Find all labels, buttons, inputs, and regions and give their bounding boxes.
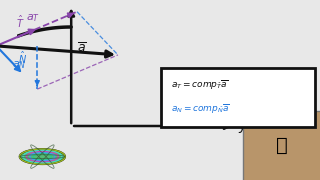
FancyBboxPatch shape (161, 68, 316, 127)
Text: $a_T = comp_{\hat{T}}\overline{a}$: $a_T = comp_{\hat{T}}\overline{a}$ (171, 79, 228, 93)
Text: $\hat{T}$: $\hat{T}$ (16, 14, 24, 30)
Ellipse shape (20, 149, 65, 164)
Text: $a_N$: $a_N$ (12, 60, 26, 71)
Text: $a_N = comp_{\hat{N}}\overline{a}$: $a_N = comp_{\hat{N}}\overline{a}$ (171, 103, 230, 116)
Text: $\hat{N}$: $\hat{N}$ (19, 50, 28, 66)
FancyBboxPatch shape (243, 111, 320, 180)
Text: $y$: $y$ (238, 120, 249, 135)
Text: $a_T$: $a_T$ (26, 12, 40, 24)
Text: $\overline{a}$: $\overline{a}$ (76, 42, 86, 55)
Text: 👤: 👤 (276, 136, 288, 155)
